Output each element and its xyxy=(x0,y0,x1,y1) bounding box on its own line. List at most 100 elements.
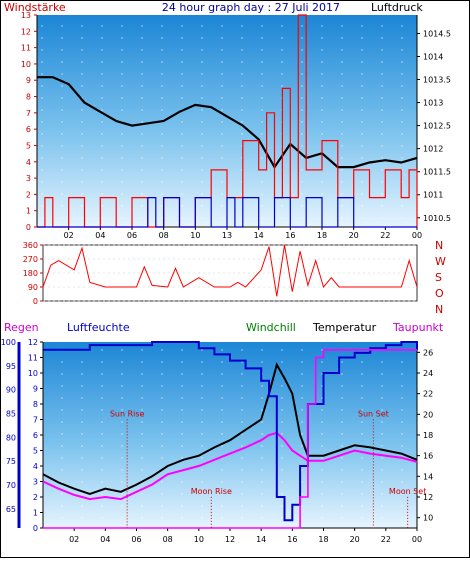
p3-regen-tick-label: 65 xyxy=(6,505,16,514)
direction-label: N xyxy=(435,239,443,252)
p1-series-windstärke xyxy=(37,14,418,228)
p2-series-windrichtung xyxy=(42,244,418,297)
p1-left-tick-label: 0 xyxy=(26,223,31,232)
p3-humidity-tick-label: 10 xyxy=(28,369,38,378)
panel-1 xyxy=(37,15,417,227)
p3-x-tick-label: 10 xyxy=(194,535,204,544)
p3-regen-tick-label: 100 xyxy=(1,338,16,347)
p3-right-tick-label: 10 xyxy=(423,514,433,523)
legend-regen: Regen xyxy=(4,321,39,334)
p3-series-temperatur xyxy=(42,362,418,495)
p3-regen-tick-label: 70 xyxy=(6,481,16,490)
header-left-label: Windstärke xyxy=(4,1,66,14)
p1-x-tick-label: 00 xyxy=(412,231,422,240)
p3-humidity-tick-label: 5 xyxy=(33,447,38,456)
p2-left-tick-label: 270 xyxy=(23,255,38,264)
p3-humidity-tick-label: 12 xyxy=(28,338,38,347)
p3-humidity-tick-label: 3 xyxy=(33,478,38,487)
direction-label: N xyxy=(435,303,443,316)
p3-regen-tick-label: 80 xyxy=(6,433,16,442)
p1-right-tick-label: 1011.5 xyxy=(423,168,451,177)
p3-x-tick-label: 14 xyxy=(256,535,266,544)
p3-humidity-tick-label: 0 xyxy=(33,524,38,533)
p3-x-tick-label: 16 xyxy=(287,535,297,544)
p1-x-tick-label: 14 xyxy=(254,231,264,240)
p3-regen-tick-label: 90 xyxy=(6,386,16,395)
p1-left-tick-label: 5 xyxy=(26,141,31,150)
p1-left-tick-label: 10 xyxy=(21,60,31,69)
p3-regen-tick-label: 95 xyxy=(6,362,16,371)
direction-label: S xyxy=(435,271,442,284)
p1-left-tick-label: 7 xyxy=(26,109,31,118)
p3-right-tick-label: 24 xyxy=(423,369,433,378)
p1-x-tick-label: 22 xyxy=(380,231,390,240)
p3-event-label: Moon Set xyxy=(389,487,426,496)
header-title: 24 hour graph day : 27 Juli 2017 xyxy=(162,1,340,14)
p1-x-tick-label: 13 xyxy=(222,231,232,240)
p3-event-label: Sun Set xyxy=(358,409,389,418)
p1-right-tick-label: 1014.5 xyxy=(423,29,451,38)
p2-left-tick-label: 360 xyxy=(23,241,38,250)
direction-label: O xyxy=(435,287,444,300)
p1-x-tick-label: 06 xyxy=(127,231,137,240)
p3-x-tick-label: 06 xyxy=(131,535,141,544)
p1-left-tick-label: 13 xyxy=(21,11,31,20)
p1-x-tick-label: 20 xyxy=(349,231,359,240)
p3-right-tick-label: 18 xyxy=(423,431,433,440)
p3-x-tick-label: 12 xyxy=(225,535,235,544)
p1-right-tick-label: 1013 xyxy=(423,99,443,108)
p1-x-tick-label: 02 xyxy=(64,231,74,240)
panel-3 xyxy=(43,342,417,528)
legend-windchill: Windchill xyxy=(246,321,296,334)
p1-x-tick-label: 08 xyxy=(159,231,169,240)
p3-right-tick-label: 26 xyxy=(423,348,433,357)
p3-series-regen xyxy=(43,349,417,529)
p1-x-tick-label: 16 xyxy=(285,231,295,240)
p2-left-tick-label: 180 xyxy=(23,269,38,278)
p1-left-tick-label: 8 xyxy=(26,93,31,102)
p3-event-label: Moon Rise xyxy=(191,487,232,496)
chart-marks: 0123456789101112131010.510111011.5101210… xyxy=(1,11,451,544)
p3-right-tick-label: 14 xyxy=(423,472,433,481)
p3-right-tick-label: 12 xyxy=(423,493,433,502)
p1-left-tick-label: 3 xyxy=(26,174,31,183)
p1-series-windböen xyxy=(37,197,417,228)
p1-left-tick-label: 12 xyxy=(21,27,31,36)
p1-right-tick-label: 1012 xyxy=(423,145,443,154)
p1-left-tick-label: 11 xyxy=(21,44,31,53)
p3-x-tick-label: 22 xyxy=(381,535,391,544)
p1-left-tick-label: 4 xyxy=(26,158,31,167)
legend-luftfeuchte: Luftfeuchte xyxy=(67,321,130,334)
p1-left-tick-label: 9 xyxy=(26,76,31,85)
p3-right-tick-label: 22 xyxy=(423,390,433,399)
p3-humidity-tick-label: 4 xyxy=(33,462,38,471)
p1-left-tick-label: 6 xyxy=(26,125,31,134)
p3-right-tick-label: 20 xyxy=(423,410,433,419)
p1-x-tick-label: 18 xyxy=(317,231,327,240)
panel-3-dots xyxy=(43,342,417,528)
p3-x-tick-label: 00 xyxy=(412,535,422,544)
p3-humidity-tick-label: 11 xyxy=(28,354,38,363)
p1-right-tick-label: 1014 xyxy=(423,52,443,61)
legend-temperatur: Temperatur xyxy=(312,321,377,334)
p3-regen-tick-label: 85 xyxy=(6,410,16,419)
p1-x-tick-label: 04 xyxy=(95,231,105,240)
p3-x-tick-label: 08 xyxy=(163,535,173,544)
p3-regen-tick-label: 75 xyxy=(6,457,16,466)
p3-humidity-tick-label: 7 xyxy=(33,416,38,425)
p2-left-tick-label: 0 xyxy=(33,297,38,306)
p3-humidity-tick-label: 8 xyxy=(33,400,38,409)
p3-humidity-tick-label: 9 xyxy=(33,385,38,394)
p1-left-tick-label: 1 xyxy=(26,207,31,216)
p3-event-label: Sun Rise xyxy=(110,409,145,418)
p2-left-tick-label: 90 xyxy=(28,283,38,292)
header-right-label: Luftdruck xyxy=(371,1,423,14)
p3-humidity-tick-label: 2 xyxy=(33,493,38,502)
p1-right-tick-label: 1012.5 xyxy=(423,122,451,131)
p1-x-tick-label: 10 xyxy=(190,231,200,240)
p1-series-luftdruck xyxy=(37,76,418,170)
p3-x-tick-label: 18 xyxy=(318,535,328,544)
